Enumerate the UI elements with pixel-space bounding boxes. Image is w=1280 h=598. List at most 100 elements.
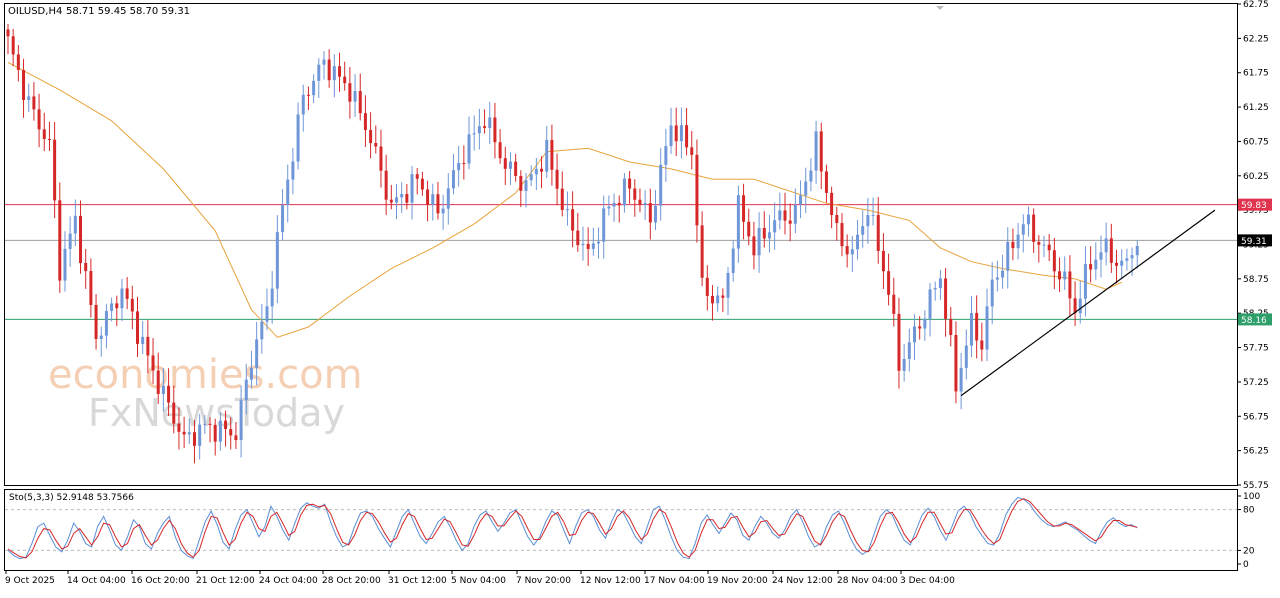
candle-body (633, 188, 637, 200)
candle-body (985, 306, 989, 350)
current-price-tag: 59.31 (1241, 237, 1267, 247)
candle (871, 197, 875, 226)
stoch-signal-line (7, 498, 1138, 559)
candle (115, 295, 119, 327)
candle (47, 121, 51, 151)
candle-body (317, 64, 321, 81)
candle (736, 185, 740, 263)
candle-body (933, 288, 937, 290)
candle-body (555, 169, 559, 189)
candle (923, 310, 927, 341)
candle-body (493, 117, 497, 143)
candle-body (477, 126, 481, 134)
scroll-marker-icon[interactable] (936, 6, 944, 10)
candle (446, 173, 450, 225)
candle-body (400, 194, 404, 198)
candle-body (514, 161, 518, 176)
candle-body (835, 215, 839, 224)
candle (255, 321, 259, 386)
candle-body (369, 130, 373, 144)
candle-body (856, 234, 860, 250)
candle (1109, 223, 1113, 273)
candle-body (472, 133, 476, 135)
candle-body (980, 340, 984, 350)
candle (503, 146, 507, 185)
candle (493, 102, 497, 159)
candle (534, 157, 538, 191)
candle (405, 184, 409, 210)
candle-body (1047, 244, 1051, 251)
candle (980, 322, 984, 362)
candle (519, 170, 523, 207)
candle (565, 191, 569, 226)
candle (301, 84, 305, 132)
candle-body (187, 432, 191, 435)
candle-body (1063, 271, 1067, 280)
price-tick-label: 61.75 (1243, 69, 1269, 79)
candle (198, 414, 202, 460)
candle-body (42, 129, 46, 139)
candle-body (1058, 271, 1062, 280)
time-axis[interactable]: 9 Oct 2025 14 Oct 04:00 16 Oct 20:00 21 Oct… (5, 571, 955, 586)
candle (669, 107, 673, 154)
candle-body (778, 210, 782, 221)
candle (1120, 249, 1124, 280)
candle (607, 195, 611, 216)
candle (68, 216, 72, 267)
candle-body (861, 226, 865, 235)
candle (747, 208, 751, 246)
candle (560, 171, 564, 217)
trendline-group[interactable] (960, 209, 1216, 397)
candle-body (327, 59, 331, 81)
candle-body (167, 385, 171, 403)
price-tick-label: 61.25 (1243, 103, 1269, 113)
time-tick-label: 31 Oct 12:00 (388, 576, 447, 586)
candle (1125, 248, 1129, 271)
candle-body (586, 243, 590, 249)
candle (120, 278, 124, 322)
stoch-tick-label: 0 (1243, 560, 1249, 570)
candle-body (524, 180, 528, 191)
resistance-price-tag-bg (1238, 198, 1272, 211)
candle (954, 321, 958, 404)
ascending-trendline[interactable] (960, 209, 1216, 397)
candle (1115, 249, 1119, 284)
candle (602, 195, 606, 259)
candle (1037, 235, 1041, 263)
candle (1099, 235, 1103, 278)
candle-body (679, 125, 683, 142)
candle (799, 180, 803, 219)
candle (306, 86, 310, 110)
candle (892, 277, 896, 327)
candle (1063, 256, 1067, 290)
candle (840, 213, 844, 257)
candle-body (260, 321, 264, 340)
candle-body (198, 424, 202, 446)
candle (861, 210, 865, 248)
candle-body (1032, 214, 1036, 242)
candle (545, 125, 549, 178)
candle (172, 385, 176, 434)
candle-body (208, 423, 212, 425)
candle (27, 83, 31, 112)
candle-body (151, 355, 155, 371)
candle-body (1006, 241, 1010, 271)
candle (633, 179, 637, 217)
stochastic-title: Sto(5,3,3) 52.9148 53.7566 (9, 493, 134, 503)
candle-body (255, 339, 259, 368)
candle (322, 51, 326, 80)
candle (229, 417, 233, 450)
candle (37, 93, 41, 148)
candle-body (519, 175, 523, 191)
candle-body (358, 91, 362, 114)
candle-body (110, 303, 114, 311)
candle (338, 52, 342, 92)
candle-body (218, 420, 222, 442)
candle (944, 268, 948, 337)
candle (281, 188, 285, 241)
candle (1078, 281, 1082, 324)
candle-body (229, 429, 233, 436)
candle (369, 112, 373, 159)
